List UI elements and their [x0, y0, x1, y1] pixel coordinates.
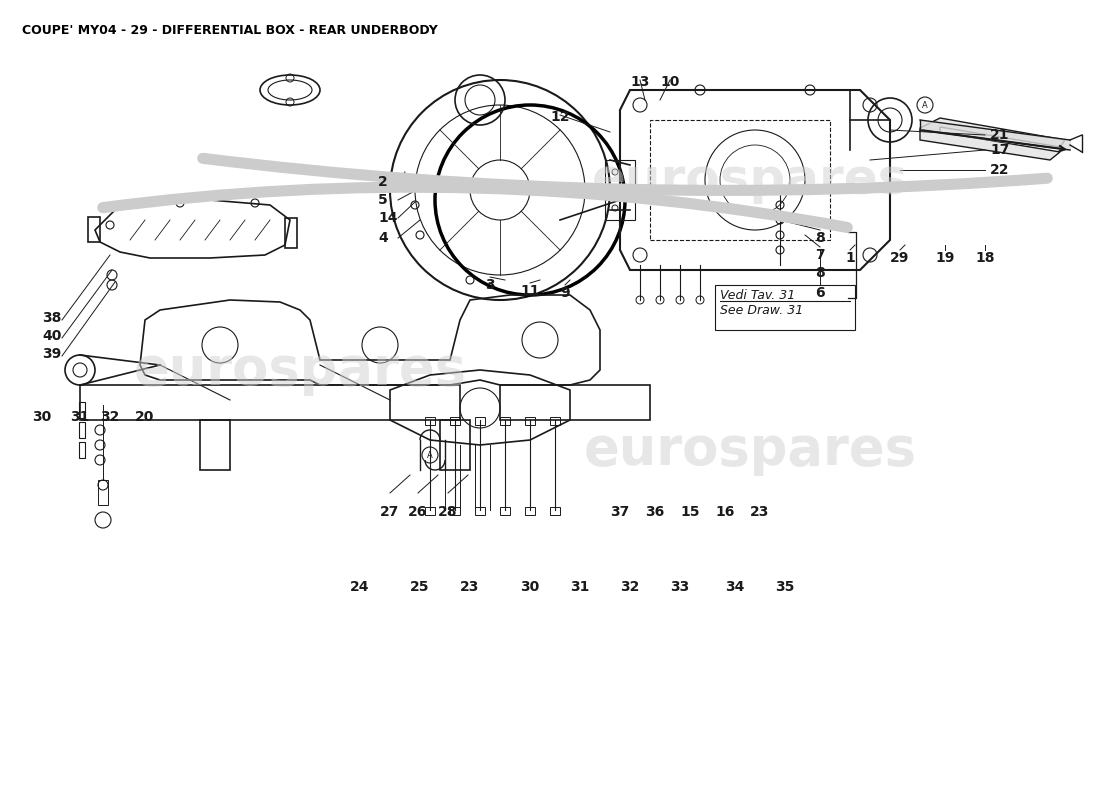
Text: 21: 21 — [990, 128, 1010, 142]
Text: eurospares: eurospares — [133, 344, 466, 396]
Bar — [525, 417, 535, 425]
Text: 35: 35 — [776, 580, 794, 594]
Bar — [525, 507, 535, 515]
Text: 23: 23 — [750, 505, 770, 519]
Text: 28: 28 — [438, 505, 458, 519]
Text: 40: 40 — [42, 329, 62, 343]
Text: 16: 16 — [715, 505, 735, 519]
Text: 30: 30 — [32, 410, 52, 424]
Text: 27: 27 — [381, 505, 399, 519]
Bar — [500, 385, 650, 420]
Bar — [715, 285, 855, 330]
Text: 33: 33 — [670, 580, 690, 594]
Text: 32: 32 — [620, 580, 640, 594]
Text: 20: 20 — [135, 410, 155, 424]
Bar — [200, 420, 230, 470]
Text: 19: 19 — [935, 251, 955, 265]
Text: 38: 38 — [42, 311, 62, 325]
Text: 18: 18 — [976, 251, 994, 265]
Text: 34: 34 — [725, 580, 745, 594]
Text: See Draw. 31: See Draw. 31 — [720, 304, 803, 317]
Polygon shape — [920, 118, 1065, 160]
Bar — [425, 507, 435, 515]
Text: 9: 9 — [560, 286, 570, 300]
Bar — [475, 507, 485, 515]
Bar — [79, 422, 85, 438]
Text: 39: 39 — [42, 347, 62, 361]
Text: 11: 11 — [520, 284, 540, 298]
Bar — [285, 218, 297, 248]
Text: eurospares: eurospares — [583, 424, 916, 476]
Text: 1: 1 — [845, 251, 855, 265]
Text: 17: 17 — [990, 143, 1010, 157]
Bar — [550, 417, 560, 425]
Bar — [450, 417, 460, 425]
Text: 15: 15 — [680, 505, 700, 519]
Text: 36: 36 — [646, 505, 664, 519]
Bar — [550, 507, 560, 515]
Text: 3: 3 — [485, 278, 495, 292]
Text: 31: 31 — [70, 410, 90, 424]
Bar — [80, 385, 460, 420]
Bar — [650, 120, 830, 240]
Text: 29: 29 — [890, 251, 910, 265]
Bar — [79, 402, 85, 418]
Text: COUPE' MY04 - 29 - DIFFERENTIAL BOX - REAR UNDERBODY: COUPE' MY04 - 29 - DIFFERENTIAL BOX - RE… — [22, 24, 438, 37]
Text: 5: 5 — [378, 193, 387, 207]
Text: A: A — [427, 450, 433, 459]
Text: 32: 32 — [100, 410, 120, 424]
Bar — [475, 417, 485, 425]
Text: 13: 13 — [630, 75, 650, 89]
Text: 22: 22 — [990, 163, 1010, 177]
Text: 7: 7 — [815, 248, 825, 262]
Text: Vedi Tav. 31: Vedi Tav. 31 — [720, 289, 795, 302]
Bar — [450, 507, 460, 515]
Bar — [79, 442, 85, 458]
Bar — [500, 507, 510, 515]
Bar — [88, 217, 100, 242]
Text: 24: 24 — [350, 580, 370, 594]
Text: 25: 25 — [410, 580, 430, 594]
Text: 6: 6 — [815, 286, 825, 300]
Text: 30: 30 — [520, 580, 540, 594]
Text: 26: 26 — [408, 505, 428, 519]
Bar — [605, 160, 635, 220]
Text: 12: 12 — [550, 110, 570, 124]
Text: 37: 37 — [610, 505, 629, 519]
Text: 2: 2 — [378, 175, 387, 189]
Text: eurospares: eurospares — [592, 156, 909, 204]
Text: 10: 10 — [660, 75, 680, 89]
Bar — [425, 417, 435, 425]
Bar — [98, 480, 108, 505]
Text: 8: 8 — [815, 231, 825, 245]
Text: 14: 14 — [378, 211, 397, 225]
Text: A: A — [922, 101, 928, 110]
Bar — [500, 417, 510, 425]
Text: 23: 23 — [460, 580, 480, 594]
Bar — [440, 420, 470, 470]
Text: 31: 31 — [570, 580, 590, 594]
Text: 8: 8 — [815, 266, 825, 280]
Text: 4: 4 — [378, 231, 387, 245]
